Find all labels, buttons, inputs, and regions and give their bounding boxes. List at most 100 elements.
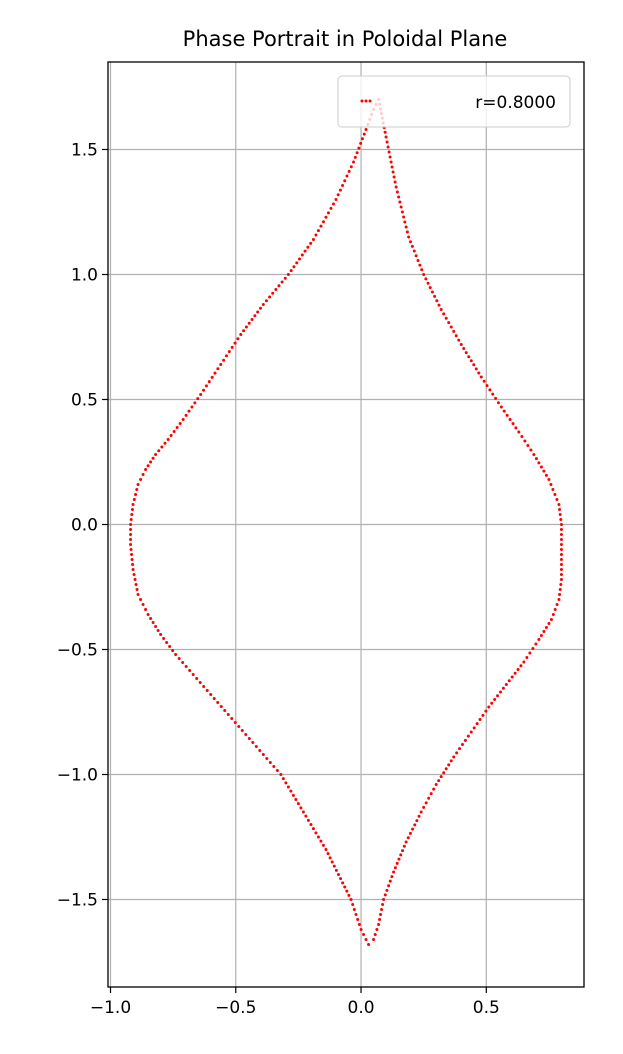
data-point — [378, 918, 382, 921]
data-point — [502, 409, 506, 413]
chart-title: Phase Portrait in Poloidal Plane — [183, 27, 508, 51]
data-point — [131, 563, 135, 566]
data-point — [549, 618, 553, 621]
data-point — [482, 379, 486, 383]
data-point — [209, 693, 213, 696]
data-point — [420, 268, 424, 272]
data-point — [226, 713, 230, 716]
data-point — [289, 269, 293, 273]
y-axis-ticks: 1.5 1.0 0.5 0.0 −0.5 −1.0 −1.5 — [57, 141, 108, 911]
data-point — [402, 215, 406, 219]
data-point — [386, 145, 390, 149]
data-point — [442, 312, 446, 316]
data-point — [424, 801, 428, 805]
data-point — [303, 249, 307, 253]
data-point — [242, 329, 246, 333]
x-tick-label: 0.5 — [473, 998, 500, 1018]
data-point — [181, 418, 185, 421]
x-tick-label: −0.5 — [215, 998, 256, 1018]
data-point — [417, 814, 421, 818]
data-point — [222, 358, 226, 362]
data-point — [336, 873, 340, 876]
data-point — [384, 135, 388, 139]
data-point — [349, 165, 353, 169]
data-point — [130, 513, 134, 516]
data-point — [517, 430, 521, 434]
data-point — [559, 518, 563, 521]
data-point — [316, 835, 320, 839]
data-point — [432, 787, 436, 791]
data-point — [265, 757, 269, 760]
data-point — [133, 578, 137, 581]
data-point — [146, 464, 150, 468]
data-point — [291, 793, 295, 797]
data-point — [372, 938, 376, 941]
data-point — [129, 523, 133, 526]
data-point — [387, 884, 391, 888]
data-point — [156, 629, 160, 632]
data-point — [542, 469, 546, 473]
data-point — [398, 200, 402, 204]
data-point — [477, 371, 481, 375]
data-point — [411, 827, 415, 831]
data-point — [259, 306, 263, 310]
data-point — [407, 235, 411, 239]
data-point — [373, 933, 377, 936]
data-point — [159, 633, 163, 636]
data-point — [494, 396, 498, 400]
data-point — [547, 622, 551, 625]
data-point — [311, 238, 315, 241]
data-point — [332, 864, 336, 868]
data-point — [280, 280, 284, 284]
y-tick-label: 0.5 — [71, 391, 98, 411]
data-point — [300, 253, 304, 257]
data-point — [364, 128, 368, 131]
data-point — [389, 160, 393, 164]
legend-marker-dot — [360, 99, 364, 103]
data-point — [139, 598, 143, 601]
data-point — [559, 558, 563, 561]
data-point — [175, 426, 179, 429]
data-point — [388, 155, 392, 159]
data-point — [277, 284, 281, 288]
data-point — [359, 928, 363, 931]
data-point — [553, 608, 557, 611]
data-point — [437, 303, 441, 307]
data-point — [343, 179, 347, 183]
data-point — [296, 802, 300, 806]
data-point — [187, 409, 191, 413]
data-point — [403, 220, 407, 224]
data-point — [271, 291, 275, 295]
data-point — [539, 465, 543, 469]
data-point — [174, 653, 178, 656]
data-point — [151, 621, 155, 624]
data-point — [306, 245, 310, 249]
data-point — [488, 388, 492, 392]
data-point — [205, 689, 209, 692]
data-point — [279, 773, 283, 776]
data-point — [474, 367, 478, 371]
data-point — [526, 444, 530, 447]
x-tick-label: −1.0 — [90, 998, 131, 1018]
data-point — [555, 603, 559, 606]
data-point — [532, 453, 536, 456]
data-point — [493, 698, 497, 701]
data-point — [380, 908, 384, 911]
data-point — [130, 508, 134, 511]
data-point — [136, 593, 140, 596]
data-point — [357, 146, 361, 150]
data-point — [413, 823, 417, 827]
data-point — [198, 681, 202, 684]
data-point — [504, 683, 508, 686]
data-point — [544, 626, 548, 629]
data-point — [399, 853, 403, 857]
data-point — [154, 625, 158, 628]
data-point — [439, 308, 443, 311]
data-point — [188, 669, 192, 672]
data-point — [336, 193, 340, 197]
data-point — [347, 893, 351, 897]
data-point — [213, 371, 217, 375]
data-point — [163, 441, 167, 445]
data-point — [393, 866, 397, 870]
data-point — [452, 755, 456, 759]
